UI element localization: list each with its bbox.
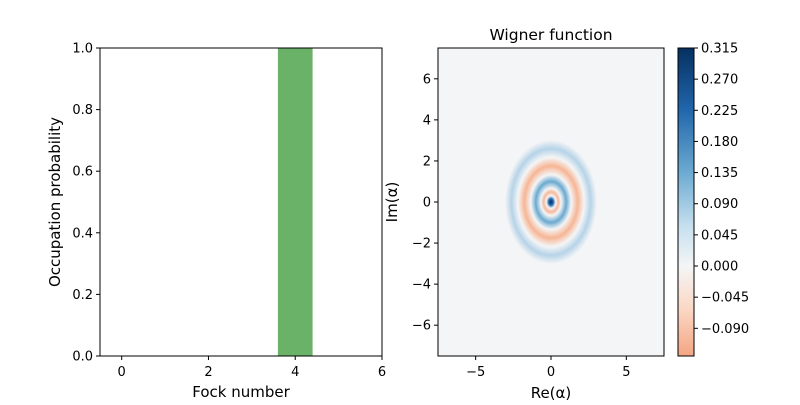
right-chart-title: Wigner function xyxy=(489,26,612,44)
colorbar-tick-label: 0.225 xyxy=(701,104,738,119)
right-x-axis: −5 0 5 xyxy=(466,356,630,380)
colorbar-tick-label: −0.045 xyxy=(701,291,749,306)
y-tick-label: −4 xyxy=(412,278,431,293)
y-tick-label: 2 xyxy=(423,154,431,169)
x-tick-label: 4 xyxy=(291,365,299,380)
colorbar-gradient xyxy=(677,47,695,357)
bar-fock-4 xyxy=(277,48,313,356)
left-y-axis-label: Occupation probability xyxy=(46,117,64,287)
colorbar-tick-label: −0.090 xyxy=(701,322,749,337)
y-tick-label: 1.0 xyxy=(72,42,93,57)
y-tick-label: 0 xyxy=(423,196,431,211)
x-tick-label: 5 xyxy=(622,365,630,380)
right-y-axis: 6 4 2 0 −2 −4 −6 xyxy=(412,72,438,334)
bar-group xyxy=(277,48,313,356)
x-tick-label: 0 xyxy=(118,365,126,380)
colorbar-tick-label: 0.315 xyxy=(701,42,738,57)
x-tick-label: 0 xyxy=(547,365,555,380)
x-tick-label: 2 xyxy=(204,365,212,380)
y-tick-label: −2 xyxy=(412,237,431,252)
y-tick-label: 6 xyxy=(423,72,431,87)
left-x-axis-label: Fock number xyxy=(192,383,290,400)
y-tick-label: 0.2 xyxy=(72,288,93,303)
y-tick-label: 0.6 xyxy=(72,165,93,180)
y-tick-label: 0.8 xyxy=(72,103,93,118)
colorbar-tick-label: 0.090 xyxy=(701,197,738,212)
x-tick-label: −5 xyxy=(466,365,485,380)
y-tick-label: 0.0 xyxy=(72,350,93,365)
x-tick-label: 6 xyxy=(378,365,386,380)
colorbar-tick-label: 0.045 xyxy=(701,228,738,243)
left-plot-frame xyxy=(99,47,383,357)
colorbar: 0.315 0.270 0.225 0.180 0.135 0.090 0.045 0.000… xyxy=(677,42,749,357)
y-tick-label: 0.4 xyxy=(72,226,93,241)
wigner-heatmap: Wigner function −5 0 5 6 4 2 0 −2 −4 −6 Re(α) Im… xyxy=(383,26,665,402)
left-x-axis: 0 2 4 6 xyxy=(118,356,386,380)
wigner-rings xyxy=(505,140,597,264)
colorbar-ticks: 0.315 0.270 0.225 0.180 0.135 0.090 0.045 0.000… xyxy=(694,42,749,337)
y-tick-label: −6 xyxy=(412,319,431,334)
colorbar-tick-label: 0.000 xyxy=(701,260,738,275)
right-x-axis-label: Re(α) xyxy=(531,384,572,400)
left-y-axis: 0.0 0.2 0.4 0.6 0.8 1.0 xyxy=(72,42,100,365)
y-tick-label: 4 xyxy=(423,113,431,128)
right-y-axis-label: Im(α) xyxy=(383,182,401,223)
colorbar-tick-label: 0.180 xyxy=(701,135,738,150)
colorbar-tick-label: 0.135 xyxy=(701,166,738,181)
occupation-bar-chart: 0 2 4 6 0.0 0.2 0.4 0.6 0.8 1.0 Fock number Occu… xyxy=(46,42,386,402)
colorbar-tick-label: 0.270 xyxy=(701,73,738,88)
